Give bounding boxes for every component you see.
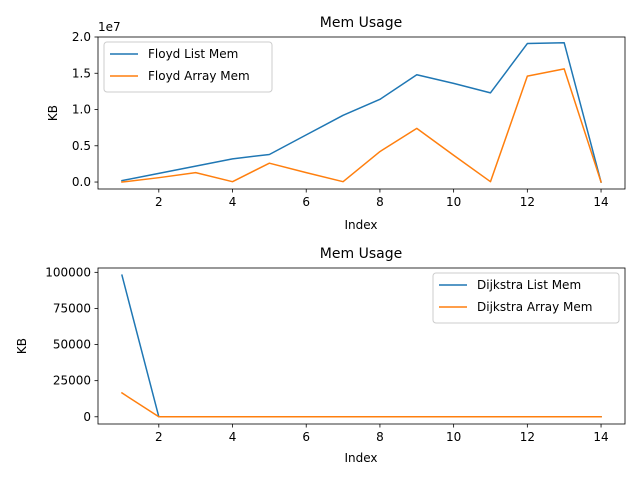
top-chart-legend-label-2: Floyd Array Mem <box>148 69 250 83</box>
top-chart-series-line-1 <box>121 42 602 183</box>
top-chart-x-tick-label: 12 <box>520 195 535 209</box>
top-chart-y-tick-label: 0.0 <box>72 175 91 189</box>
top-chart-y-tick-label: 1.0 <box>72 103 91 117</box>
bottom-chart-legend-label-1: Dijkstra List Mem <box>477 278 581 292</box>
bottom-chart-x-tick-label: 4 <box>229 430 237 444</box>
bottom-chart-x-tick-label: 10 <box>446 430 461 444</box>
top-chart-series-line-2 <box>121 68 602 183</box>
bottom-chart-y-tick-label: 75000 <box>53 301 91 315</box>
bottom-chart-x-tick-label: 2 <box>155 430 163 444</box>
top-chart-x-tick-label: 2 <box>155 195 163 209</box>
top-chart-legend-box <box>103 41 273 93</box>
bottom-chart-axes-frame <box>97 267 626 425</box>
bottom-chart-y-axis-label: KB <box>15 338 29 354</box>
bottom-chart: Mem Usage Index KB 2 4 6 8 10 12 14 0 25000 50000… <box>15 246 626 465</box>
top-chart-y-tick-label: 2.0 <box>72 30 91 44</box>
top-chart-offset-text: 1e7 <box>98 20 121 34</box>
top-chart-x-tick-label: 14 <box>593 195 608 209</box>
bottom-chart-title: Mem Usage <box>320 246 402 262</box>
bottom-chart-y-tick-label: 100000 <box>45 265 91 279</box>
bottom-chart-x-tick-label: 14 <box>593 430 608 444</box>
top-chart-title: Mem Usage <box>320 15 402 31</box>
bottom-chart-x-tick-label: 6 <box>302 430 310 444</box>
top-chart-x-tick-label: 6 <box>302 195 310 209</box>
top-chart-y-tick-label: 1.5 <box>72 66 91 80</box>
bottom-chart-x-tick-label: 12 <box>520 430 535 444</box>
top-chart-x-tick-label: 10 <box>446 195 461 209</box>
bottom-chart-y-tick-label: 25000 <box>53 374 91 388</box>
bottom-chart-x-tick-label: 8 <box>376 430 384 444</box>
bottom-chart-plot-area: 2 4 6 8 10 12 14 0 25000 50000 75000 100000 Dijkstra… <box>45 265 626 444</box>
top-chart-legend: Floyd List Mem Floyd Array Mem <box>103 41 273 93</box>
bottom-chart-x-axis-label: Index <box>344 451 377 465</box>
top-chart: Mem Usage 1e7 Index KB 2 4 6 8 10 12 14 0.0 0.5 1… <box>46 15 626 232</box>
bottom-chart-legend: Dijkstra List Mem Dijkstra Array Mem <box>432 272 620 324</box>
top-chart-x-tick-label: 8 <box>376 195 384 209</box>
top-chart-legend-label-1: Floyd List Mem <box>148 47 238 61</box>
bottom-chart-legend-box <box>432 272 620 324</box>
bottom-chart-series-line-2 <box>120 391 602 418</box>
top-chart-axes-frame <box>97 36 626 190</box>
bottom-chart-y-tick-label: 50000 <box>53 338 91 352</box>
top-chart-x-tick-label: 4 <box>229 195 237 209</box>
top-chart-y-tick-label: 0.5 <box>72 139 91 153</box>
bottom-chart-legend-label-2: Dijkstra Array Mem <box>477 300 592 314</box>
bottom-chart-y-tick-label: 0 <box>83 410 91 424</box>
top-chart-x-axis-label: Index <box>344 218 377 232</box>
top-chart-y-axis-label: KB <box>46 105 60 121</box>
